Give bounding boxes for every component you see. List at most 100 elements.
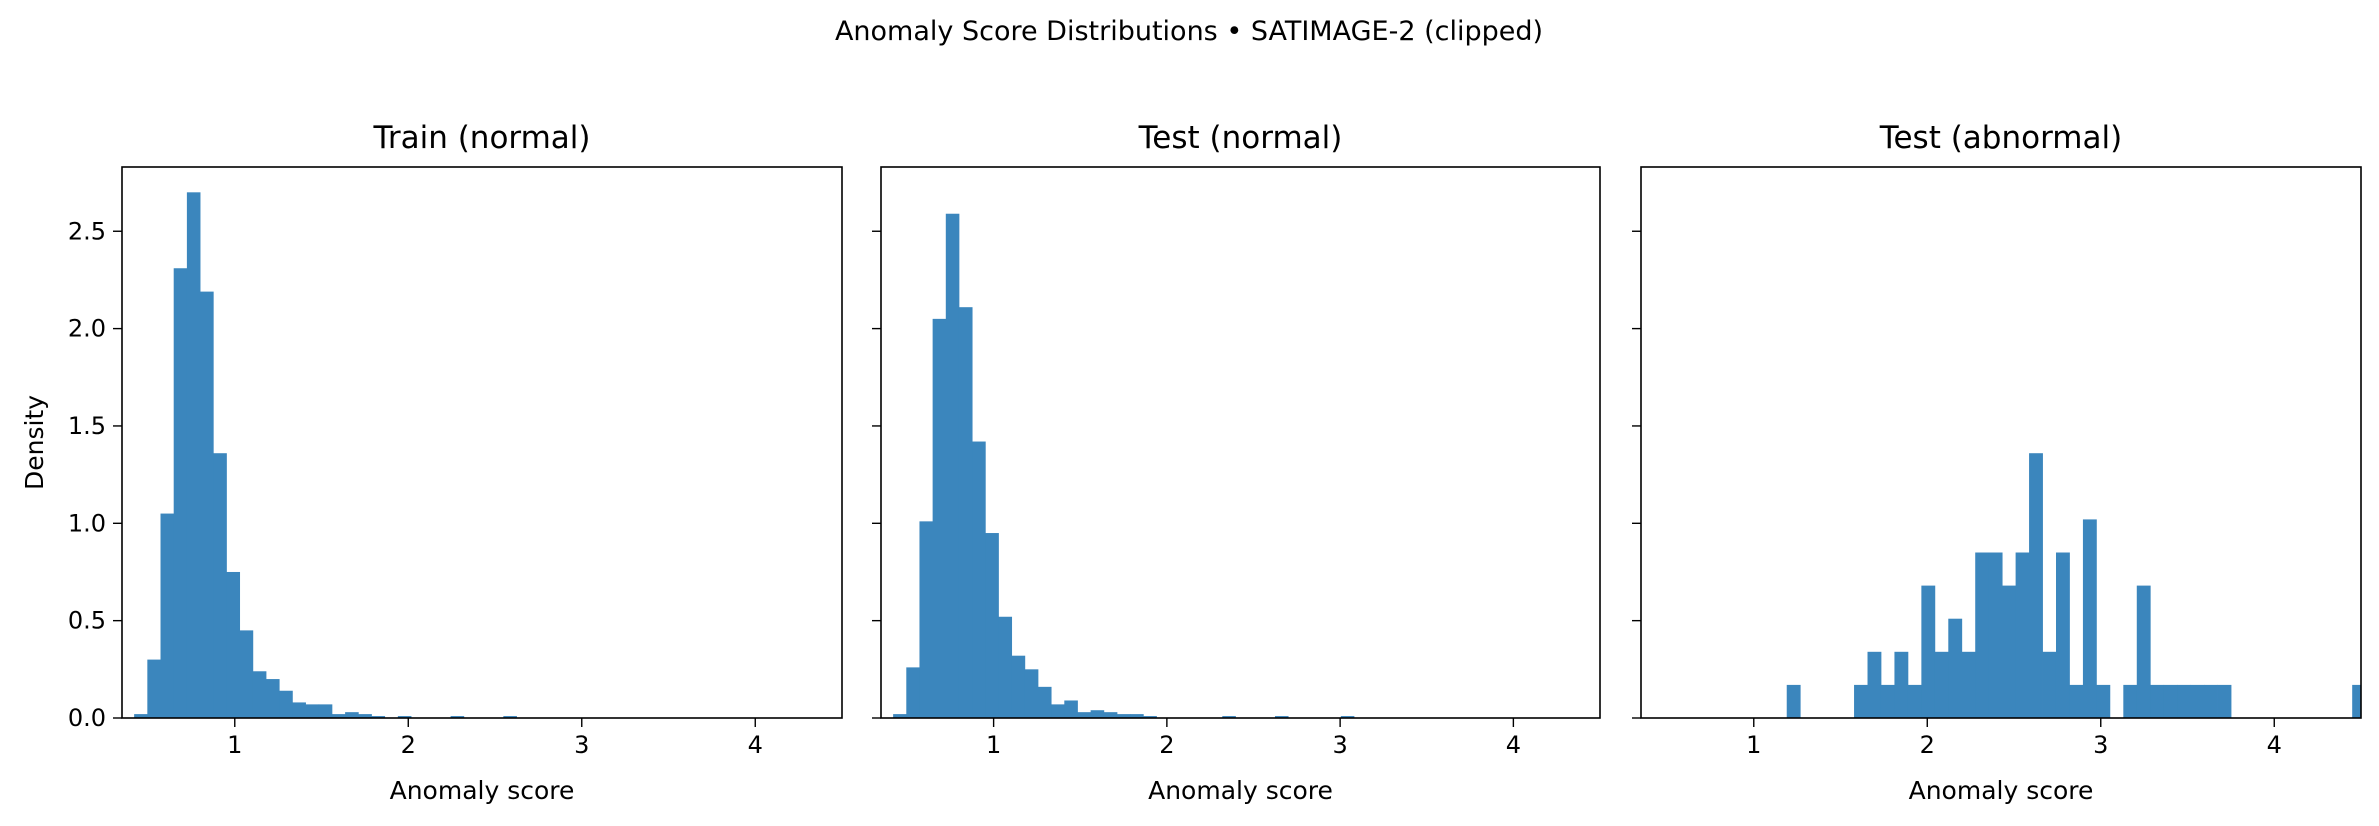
panel-title: Test (normal) [1138,120,1343,156]
histogram-bar [358,714,372,718]
axes-frame [1640,166,2362,719]
histogram-bar [2190,684,2205,718]
histogram-bar [1051,704,1065,718]
histogram-bar [239,630,254,718]
histogram-bar [1077,712,1092,718]
histogram-bar [213,453,227,718]
bars [893,213,1355,719]
panel-1: 1 2 3 4 0.0 0.5 1.0 1.5 2.0 2.5 Train (normal) Anom… [20,120,843,805]
histogram-bar [1090,710,1105,718]
panel-2: 1 2 3 4 Test (normal) Anomaly score [872,120,1601,805]
histogram-bar [945,213,960,719]
histogram-bar [2163,684,2178,718]
x-tick-label: 1 [1746,731,1761,759]
histogram-bar [1934,651,1949,718]
x-axis-label: Anomaly score [1909,776,2094,805]
histogram-bar [1024,669,1039,718]
histogram-bar [134,714,148,718]
histogram-bar [252,671,267,718]
histogram-bar [397,716,412,718]
histogram-bar [906,667,920,718]
histogram-bar [450,716,465,718]
histogram-bar [1222,716,1236,718]
figure-title: Anomaly Score Distributions • SATIMAGE-2… [835,16,1543,47]
histogram-bar [2123,684,2138,718]
x-tick-label: 1 [986,731,1001,759]
y-tick-label: 0.0 [68,704,106,732]
histogram-bar [1854,684,1868,718]
x-tick-label: 1 [227,731,242,759]
y-axis-label: Density [20,395,49,490]
histogram-bar [279,690,293,718]
histogram-bar [1961,651,1976,718]
histogram-bar [2002,585,2017,718]
histogram-bar [2082,519,2097,718]
histogram-bar [2096,684,2111,718]
histogram-bar [2136,585,2151,718]
histogram-bar [345,712,359,718]
histogram-bar [2055,552,2070,718]
bars [1786,453,2362,718]
histogram-bar [1894,651,1909,718]
x-tick-label: 3 [574,731,589,759]
histogram-bar [2150,684,2165,718]
histogram-bar [2204,684,2218,718]
histogram-bar [160,513,175,718]
histogram-bar [2069,684,2084,718]
y-tick-label: 2.5 [68,217,106,245]
histogram-bar [147,659,161,718]
y-tick-label: 1.0 [68,509,106,537]
axes-frame [121,166,843,719]
x-axis-label: Anomaly score [1148,776,1333,805]
y-tick-label: 1.5 [68,412,106,440]
histogram-bar [1274,716,1289,718]
histogram-bar [1116,714,1131,718]
histogram-bar [305,704,320,718]
histogram-bar [985,533,999,718]
panels: 1 2 3 4 0.0 0.5 1.0 1.5 2.0 2.5 Train (normal) Anom… [20,120,2362,805]
panel-title: Train (normal) [372,120,590,156]
histogram-bar [1880,684,1895,718]
x-tick-label: 3 [2093,731,2108,759]
histogram-bar [2029,453,2043,718]
histogram-bar [1948,618,1963,718]
histogram-bar [893,714,907,718]
histogram-bar [173,268,188,718]
x-tick-label: 4 [2267,731,2282,759]
histogram-bar [958,307,973,718]
histogram-bar [292,702,306,718]
y-tick-label: 0.5 [68,607,106,635]
x-tick-label: 2 [401,731,416,759]
histogram-bar [932,318,947,718]
histogram-bar [2177,684,2192,718]
histogram-bar [2015,552,2030,718]
histogram-bar [1143,716,1157,718]
histogram-bar [186,192,201,718]
x-tick-label: 4 [1506,731,1521,759]
x-axis-label: Anomaly score [390,776,575,805]
histogram-bar [1011,655,1026,718]
histogram-bar [2352,684,2362,718]
histogram-bar [266,679,280,718]
x-tick-label: 4 [748,731,763,759]
histogram-bar [1921,585,1936,718]
x-tick-label: 2 [1159,731,1174,759]
histogram-bar [331,714,346,718]
histogram-bar [1340,716,1355,718]
histogram-bar [998,616,1013,718]
histogram-bar [972,441,986,718]
histogram-bar [1130,714,1144,718]
histogram-bar [503,716,517,718]
bars [134,192,517,718]
histogram-bar [919,521,934,718]
panel-3: 1 2 3 4 Test (abnormal) Anomaly score [1632,120,2362,805]
axes-frame [880,166,1601,719]
histogram-bar [1786,684,1801,718]
histogram-bar [1103,712,1118,718]
x-tick-label: 3 [1332,731,1347,759]
histogram-bar [200,291,214,718]
histogram-bar [1037,686,1052,718]
x-tick-label: 2 [1920,731,1935,759]
histogram-bar [318,704,333,718]
